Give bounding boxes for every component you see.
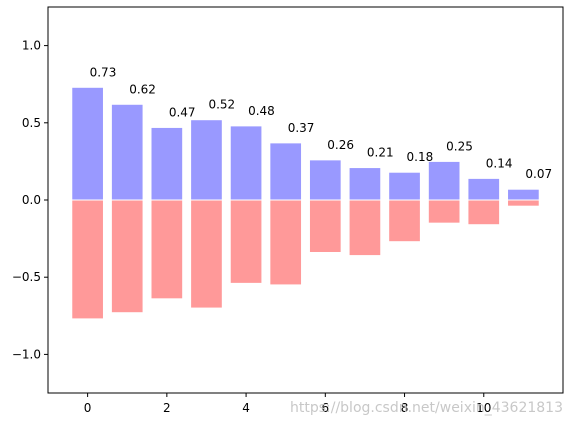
bar-value-label-4: 0.48 xyxy=(248,104,275,118)
positive-bar-1 xyxy=(110,103,144,201)
data-labels-layer: 0.73 0.62 0.47 0.52 0.48 0.37 0.26 0.21 0.18 0.25… xyxy=(90,65,552,181)
x-tick-label-1: 2 xyxy=(163,401,171,415)
negative-bar-6 xyxy=(308,199,342,253)
bar-value-label-6: 0.26 xyxy=(327,138,354,152)
ticks-layer: 0 2 4 6 8 10 −1.0 −0.5 0.0 0.5 1.0 xyxy=(12,39,492,415)
positive-bar-4 xyxy=(229,125,263,201)
bar-value-label-9: 0.25 xyxy=(446,139,473,153)
negative-bar-7 xyxy=(348,199,382,257)
y-tick-label-3: 0.5 xyxy=(22,116,41,130)
negative-bar-4 xyxy=(229,199,263,284)
y-tick-label-0: −1.0 xyxy=(12,347,41,361)
positive-bar-6 xyxy=(308,159,342,201)
negative-bar-9 xyxy=(427,199,461,224)
positive-bar-2 xyxy=(150,126,184,201)
positive-bar-8 xyxy=(388,171,421,201)
positive-bar-9 xyxy=(427,160,461,201)
positive-bar-7 xyxy=(348,167,382,201)
bar-value-label-5: 0.37 xyxy=(288,121,315,135)
watermark-text: https://blog.csdn.net/weixin_43621813 xyxy=(290,400,563,416)
positive-bar-5 xyxy=(269,142,303,201)
negative-bar-2 xyxy=(150,199,184,300)
bars-layer xyxy=(71,86,540,320)
x-tick-label-3: 6 xyxy=(321,401,329,415)
y-tick-label-4: 1.0 xyxy=(22,39,41,53)
bar-value-label-8: 0.18 xyxy=(407,150,434,164)
x-tick-label-2: 4 xyxy=(242,401,250,415)
negative-bar-10 xyxy=(467,199,501,226)
bar-value-label-0: 0.73 xyxy=(90,65,117,79)
plot-frame xyxy=(47,6,564,394)
negative-bar-8 xyxy=(388,199,421,243)
positive-bar-10 xyxy=(467,177,501,201)
y-tick-label-1: −0.5 xyxy=(12,270,41,284)
x-tick-label-0: 0 xyxy=(84,401,92,415)
positive-bar-11 xyxy=(507,188,540,201)
positive-bar-3 xyxy=(190,119,223,201)
negative-bar-11 xyxy=(507,199,540,207)
negative-bar-3 xyxy=(190,199,223,309)
negative-bar-0 xyxy=(71,199,104,320)
bar-value-label-10: 0.14 xyxy=(486,156,513,170)
bar-value-label-3: 0.52 xyxy=(208,98,235,112)
negative-bar-1 xyxy=(110,199,144,314)
bar-value-label-11: 0.07 xyxy=(525,167,552,181)
x-tick-label-4: 8 xyxy=(401,401,409,415)
bar-value-label-2: 0.47 xyxy=(169,105,196,119)
x-tick-label-5: 10 xyxy=(476,401,491,415)
y-tick-label-2: 0.0 xyxy=(22,193,41,207)
positive-bar-0 xyxy=(71,86,104,201)
bar-value-label-1: 0.62 xyxy=(129,82,156,96)
negative-bar-5 xyxy=(269,199,303,286)
bar-value-label-7: 0.21 xyxy=(367,146,394,160)
